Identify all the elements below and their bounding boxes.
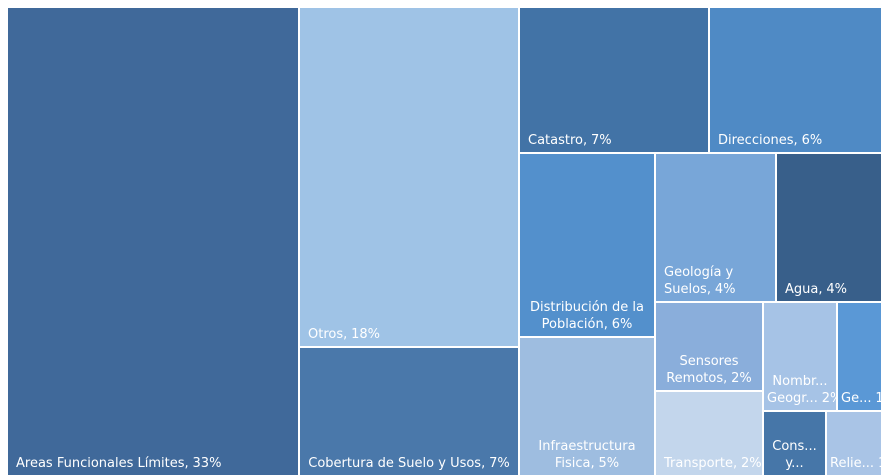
value-label: 2% <box>741 456 762 471</box>
category-label: Ge... <box>841 391 872 406</box>
category-label: Transporte, <box>664 456 738 471</box>
tile-label: Sensores Remotos, 2% <box>664 353 754 387</box>
value-label: 7% <box>591 133 612 148</box>
value-label: 5% <box>598 456 620 471</box>
tile-label: Nombr... Geogr...2% <box>767 373 836 407</box>
category-label: Catastro, <box>528 133 588 148</box>
category-label: Geología y Suelos, <box>664 265 734 297</box>
tile-label: Catastro, 7% <box>528 132 700 149</box>
category-label: Infraestructura Fisica, <box>538 439 636 471</box>
tile-label: Geología y Suelos, 4% <box>664 264 767 298</box>
tile: Sensores Remotos, 2% <box>656 303 762 390</box>
value-label: 4% <box>826 282 847 297</box>
tile: Cons... y... <box>764 412 825 475</box>
tile: Distribución de la Población, 6% <box>520 154 654 336</box>
tile-label: Otros, 18% <box>308 326 510 343</box>
value-label: 2% <box>821 391 836 406</box>
tile: Ge...1% <box>838 303 881 410</box>
tile: Otros, 18% <box>300 8 518 346</box>
tile: Relie...1% <box>827 412 881 475</box>
value-label: 6% <box>801 133 823 148</box>
tile: Infraestructura Fisica, 5% <box>520 338 654 475</box>
category-label: Relie... <box>830 456 875 471</box>
category-label: Otros, <box>308 327 348 342</box>
value-label: 2% <box>731 371 752 386</box>
category-label: Areas Funcionales Límites, <box>16 456 189 471</box>
category-label: Cobertura de Suelo y Usos, <box>308 456 486 471</box>
tile: Geología y Suelos, 4% <box>656 154 775 301</box>
tile: Areas Funcionales Límites, 33% <box>8 8 298 475</box>
category-label: Agua, <box>785 282 823 297</box>
value-label: 33% <box>192 456 222 471</box>
tile-label: Agua, 4% <box>785 281 873 298</box>
category-label: Direcciones, <box>718 133 798 148</box>
tile-label: Cons... y... <box>767 438 822 472</box>
tile: Transporte, 2% <box>656 392 762 475</box>
tile-label: Cobertura de Suelo y Usos, 7% <box>308 455 510 472</box>
value-label: 1% <box>878 456 881 471</box>
value-label: 6% <box>611 317 633 332</box>
category-label: Sensores Remotos, <box>666 354 739 386</box>
tile-label: Relie...1% <box>830 455 881 472</box>
tile-label: Infraestructura Fisica, 5% <box>528 438 646 472</box>
tile-label: Areas Funcionales Límites, 33% <box>16 455 290 472</box>
category-label: Distribución de la Población, <box>530 300 644 332</box>
category-label: Cons... y... <box>772 439 817 471</box>
tile-label: Distribución de la Población, 6% <box>528 299 646 333</box>
value-label: 7% <box>489 456 510 471</box>
value-label: 1% <box>875 391 881 406</box>
category-label: Nombr... Geogr... <box>767 374 828 406</box>
value-label: 4% <box>714 282 736 297</box>
tile: Nombr... Geogr...2% <box>764 303 836 410</box>
tile-label: Ge...1% <box>841 390 881 407</box>
tile-label: Direcciones, 6% <box>718 132 873 149</box>
tile: Direcciones, 6% <box>710 8 881 152</box>
tile: Agua, 4% <box>777 154 881 301</box>
tile: Cobertura de Suelo y Usos, 7% <box>300 348 518 475</box>
tile-label: Transporte, 2% <box>664 455 762 472</box>
value-label: 18% <box>351 327 381 342</box>
tile: Catastro, 7% <box>520 8 708 152</box>
